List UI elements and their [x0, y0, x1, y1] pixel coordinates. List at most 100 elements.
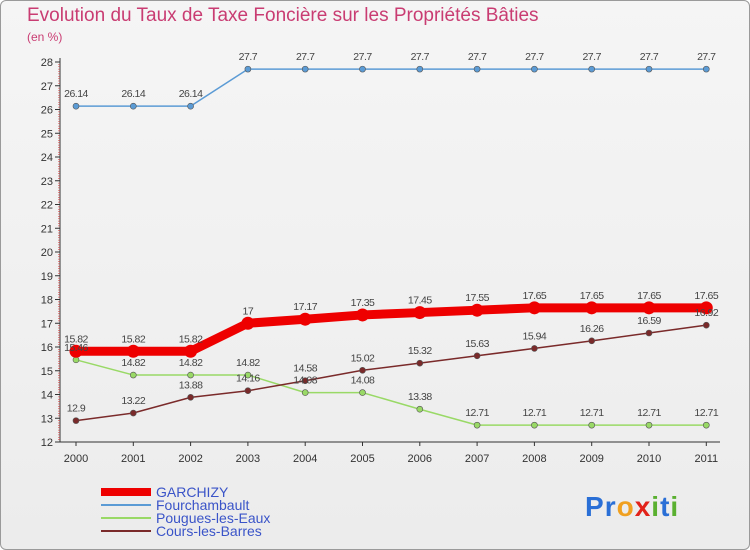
data-label-fourchambault: 27.7	[525, 51, 544, 63]
data-point-garchizy	[356, 308, 369, 322]
y-tick-label: 27	[41, 81, 53, 93]
data-point-fourchambault	[244, 65, 252, 73]
data-point-fourchambault	[416, 65, 424, 73]
y-tick-label: 15	[41, 366, 53, 378]
legend-label-cours-les-barres: Cours-les-Barres	[156, 522, 262, 539]
x-tick-label: 2006	[408, 453, 432, 465]
data-label-garchizy: 15.82	[64, 333, 88, 345]
data-label-cours-les-barres: 15.32	[408, 345, 432, 357]
legend-item-garchizy: GARCHIZY	[101, 483, 270, 500]
legend-item-pougues-les-eaux: Pougues-les-Eaux	[101, 509, 271, 526]
x-tick-label: 2007	[465, 453, 489, 465]
data-label-garchizy: 17	[243, 305, 254, 317]
data-point-cours-les-barres	[244, 387, 252, 395]
data-point-pougues-les-eaux	[130, 371, 137, 379]
data-label-pougues-les-eaux: 13.38	[408, 391, 432, 403]
logo-letter: r	[604, 491, 617, 522]
data-label-fourchambault: 27.7	[296, 51, 315, 63]
data-label-garchizy: 17.65	[580, 290, 604, 302]
data-point-cours-les-barres	[72, 417, 80, 424]
data-label-pougues-les-eaux: 14.82	[179, 357, 203, 369]
data-point-cours-les-barres	[588, 337, 596, 345]
data-label-pougues-les-eaux: 14.08	[351, 375, 375, 387]
data-point-fourchambault	[473, 65, 481, 73]
y-tick-label: 23	[41, 176, 53, 188]
x-tick-label: 2005	[350, 453, 374, 465]
data-point-fourchambault	[588, 65, 596, 73]
data-point-pougues-les-eaux	[301, 389, 309, 396]
data-label-cours-les-barres: 16.26	[580, 323, 604, 335]
x-tick-label: 2004	[293, 453, 317, 465]
logo-letter: x	[634, 491, 652, 522]
series-line-garchizy	[71, 303, 711, 356]
x-tick-label: 2000	[64, 453, 88, 465]
data-label-garchizy: 17.55	[465, 292, 489, 304]
data-label-fourchambault: 27.7	[353, 51, 372, 63]
x-tick-label: 2011	[694, 453, 718, 465]
data-label-pougues-les-eaux: 15.46	[64, 342, 88, 354]
data-label-fourchambault: 27.7	[640, 51, 659, 63]
data-point-garchizy	[184, 344, 198, 358]
data-label-fourchambault: 27.7	[697, 51, 716, 63]
data-label-fourchambault: 27.7	[239, 51, 258, 63]
x-tick-label: 2008	[522, 453, 546, 465]
data-label-cours-les-barres: 16.92	[694, 307, 718, 319]
data-label-fourchambault: 27.7	[582, 51, 601, 63]
data-point-garchizy	[527, 301, 541, 315]
data-label-pougues-les-eaux: 12.71	[465, 407, 489, 419]
data-label-garchizy: 17.17	[293, 301, 317, 313]
series-line-fourchambault	[75, 68, 708, 107]
y-tick-label: 16	[41, 342, 53, 354]
data-label-cours-les-barres: 13.22	[121, 395, 145, 407]
unit-label: (en %)	[27, 30, 63, 44]
data-point-cours-les-barres	[645, 329, 653, 337]
y-tick-label: 21	[41, 223, 53, 235]
legend-item-cours-les-barres: Cours-les-Barres	[101, 522, 270, 539]
data-label-pougues-les-eaux: 12.71	[580, 407, 604, 419]
data-label-garchizy: 17.35	[351, 297, 375, 309]
legend-swatch-cours-les-barres	[101, 529, 151, 532]
y-tick-label: 19	[41, 271, 53, 283]
data-point-garchizy	[470, 303, 484, 317]
data-point-garchizy	[69, 344, 83, 358]
data-label-garchizy: 17.65	[694, 290, 718, 302]
data-label-fourchambault: 27.7	[468, 51, 487, 63]
data-point-garchizy	[585, 301, 599, 315]
x-tick-label: 2002	[178, 453, 202, 465]
logo-letter: t	[660, 491, 671, 522]
x-tick-label: 2001	[121, 453, 145, 465]
data-point-fourchambault	[187, 102, 194, 110]
legend-item-fourchambault: Fourchambault	[101, 496, 270, 513]
data-point-cours-les-barres	[416, 359, 424, 367]
data-point-cours-les-barres	[301, 377, 309, 385]
legend-swatch-pougues-les-eaux	[101, 516, 151, 519]
data-point-pougues-les-eaux	[187, 371, 194, 379]
data-point-fourchambault	[359, 65, 366, 73]
data-point-pougues-les-eaux	[359, 389, 366, 396]
legend-swatch-fourchambault	[101, 503, 151, 506]
y-tick-label: 26	[41, 105, 53, 117]
series-line-cours-les-barres	[75, 324, 708, 422]
data-point-cours-les-barres	[531, 345, 538, 352]
data-point-pougues-les-eaux	[702, 421, 710, 429]
data-label-cours-les-barres: 14.58	[293, 363, 317, 375]
data-label-cours-les-barres: 14.16	[236, 373, 260, 385]
logo-letter: o	[616, 491, 635, 522]
data-label-pougues-les-eaux: 12.71	[694, 407, 718, 419]
legend-label-fourchambault: Fourchambault	[156, 496, 250, 513]
data-point-garchizy	[298, 312, 312, 326]
data-label-fourchambault: 26.14	[179, 88, 203, 100]
data-point-garchizy	[241, 316, 255, 330]
legend-label-garchizy: GARCHIZY	[156, 483, 229, 500]
series-line-pougues-les-eaux	[75, 359, 708, 426]
legend-label-pougues-les-eaux: Pougues-les-Eaux	[156, 509, 271, 526]
data-label-pougues-les-eaux: 14.82	[121, 357, 145, 369]
data-label-cours-les-barres: 16.59	[637, 315, 661, 327]
legend-swatch-garchizy	[101, 487, 151, 496]
data-label-fourchambault: 27.7	[411, 51, 430, 63]
data-point-garchizy	[699, 301, 713, 315]
proxiti-logo: Proxiti	[585, 491, 679, 523]
x-tick-label: 2010	[637, 453, 661, 465]
data-label-cours-les-barres: 13.88	[179, 379, 203, 391]
data-label-garchizy: 17.45	[408, 295, 432, 307]
